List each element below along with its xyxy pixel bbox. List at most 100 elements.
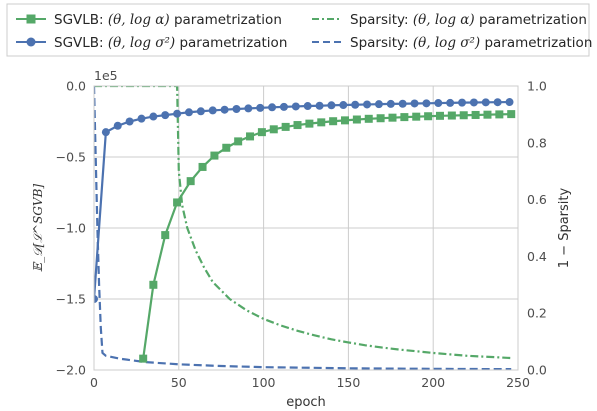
data-point-sgvlb-sigma: [351, 100, 360, 109]
data-point-sgvlb-alpha: [400, 113, 409, 122]
data-point-sgvlb-alpha: [507, 110, 516, 119]
svg-text:SGVLB: (θ, log α): SGVLB: (θ, log α) parametrization: [54, 12, 282, 28]
data-point-sgvlb-alpha: [139, 354, 148, 363]
data-point-sgvlb-sigma: [208, 106, 217, 115]
x-tick-label: 250: [506, 375, 530, 390]
data-point-sgvlb-alpha: [234, 137, 243, 146]
plot-frame: [93, 85, 519, 371]
legend-label-sgvlb-sigma-math: (θ, log σ²): [108, 35, 175, 51]
data-point-sgvlb-alpha: [341, 116, 350, 125]
data-point-sgvlb-sigma: [505, 98, 514, 107]
legend-label-sgvlb-alpha-suffix: parametrization: [174, 12, 282, 28]
legend-label-sparsity-sigma-math: (θ, log σ²): [413, 35, 480, 51]
legend-label-sparsity-alpha-suffix: parametrization: [479, 12, 587, 28]
data-point-sgvlb-sigma: [184, 108, 193, 117]
series-line-sgvlb-alpha: [142, 113, 512, 359]
data-point-sgvlb-alpha: [161, 231, 170, 240]
series-line-sparsity-alpha: [94, 86, 512, 360]
data-point-sgvlb-sigma: [244, 104, 253, 113]
data-point-sgvlb-sigma: [125, 117, 134, 126]
legend: SGVLB: (θ, log α) parametrization SGVLB:…: [6, 3, 592, 57]
data-point-sgvlb-alpha: [149, 280, 158, 289]
data-point-sgvlb-sigma: [220, 105, 229, 114]
legend-label-sparsity-sigma-suffix: parametrization: [484, 35, 592, 51]
legend-label-sgvlb-alpha-prefix: SGVLB:: [54, 12, 108, 28]
data-point-sgvlb-sigma: [446, 98, 455, 107]
legend-label-sparsity-alpha-math: (θ, log α): [413, 12, 475, 28]
data-point-sgvlb-alpha: [483, 110, 492, 119]
y-axis-right-label: 1 − Sparsity: [557, 187, 572, 268]
data-point-sgvlb-alpha: [459, 111, 468, 120]
data-point-sgvlb-alpha: [388, 113, 397, 122]
svg-text:SGVLB: (θ, log σ²): SGVLB: (θ, log σ²) parametrization: [54, 35, 287, 51]
data-point-sgvlb-sigma: [149, 112, 158, 121]
x-tick-label: 0: [90, 375, 98, 390]
data-point-sgvlb-sigma: [458, 98, 467, 107]
data-point-sgvlb-alpha: [222, 143, 231, 152]
legend-label-sgvlb-alpha-math: (θ, log α): [108, 12, 170, 28]
x-tick-label: 200: [421, 375, 445, 390]
data-point-sgvlb-sigma: [232, 105, 241, 114]
data-point-sgvlb-alpha: [246, 132, 255, 141]
legend-item-sgvlb-alpha: SGVLB: (θ, log α) parametrization: [16, 12, 282, 28]
data-point-sgvlb-sigma: [434, 99, 443, 108]
legend-item-sparsity-sigma: Sparsity: (θ, log σ²) parametrization: [312, 35, 592, 51]
data-point-sgvlb-alpha: [364, 114, 373, 123]
data-point-sgvlb-alpha: [257, 128, 266, 137]
x-tick-label: 100: [252, 375, 276, 390]
data-point-sgvlb-sigma: [315, 101, 324, 110]
y-right-tick-label: 0.2: [527, 306, 547, 321]
series-layer: [94, 86, 516, 370]
data-point-sgvlb-sigma: [256, 103, 265, 112]
data-point-sgvlb-alpha: [471, 110, 480, 119]
x-tick-label: 150: [336, 375, 360, 390]
data-point-sgvlb-alpha: [293, 121, 302, 130]
y-right-tick-label: 0.6: [527, 192, 547, 207]
data-point-sgvlb-sigma: [268, 103, 277, 112]
legend-label-sparsity-alpha-prefix: Sparsity:: [350, 12, 413, 28]
data-point-sgvlb-alpha: [447, 111, 456, 120]
legend-label-sgvlb-sigma-prefix: SGVLB:: [54, 35, 108, 51]
data-point-sgvlb-sigma: [196, 107, 205, 116]
data-point-sgvlb-alpha: [317, 118, 326, 127]
data-point-sgvlb-alpha: [269, 125, 278, 134]
data-point-sgvlb-alpha: [173, 198, 182, 207]
data-point-sgvlb-alpha: [435, 111, 444, 120]
data-point-sgvlb-sigma: [493, 98, 502, 107]
data-point-sgvlb-alpha: [210, 151, 219, 160]
data-point-sgvlb-alpha: [305, 119, 314, 128]
y-right-tick-label: 0.8: [527, 135, 547, 150]
data-point-sgvlb-sigma: [386, 99, 395, 108]
legend-frame: [6, 3, 590, 57]
y-right-tick-label: 0.0: [527, 363, 547, 378]
y-left-tick-label: 0.0: [66, 79, 86, 94]
y-left-tick-label: −1.5: [56, 292, 86, 307]
svg-text:Sparsity: (θ, log σ²): Sparsity: (θ, log σ²) parametrization: [350, 35, 592, 51]
data-point-sgvlb-alpha: [495, 110, 504, 119]
x-axis-label: epoch: [286, 395, 326, 410]
legend-marker-square: [26, 14, 36, 24]
data-point-sgvlb-sigma: [422, 99, 431, 108]
data-point-sgvlb-alpha: [376, 114, 385, 123]
legend-label-sparsity-sigma-prefix: Sparsity:: [350, 35, 413, 51]
data-point-sgvlb-sigma: [279, 102, 288, 111]
data-point-sgvlb-sigma: [161, 111, 170, 120]
offset-label: 1e5: [94, 68, 118, 83]
legend-item-sparsity-alpha: Sparsity: (θ, log α) parametrization: [312, 12, 587, 28]
data-point-sgvlb-sigma: [173, 109, 182, 118]
legend-label-sgvlb-sigma-suffix: parametrization: [179, 35, 287, 51]
data-point-sgvlb-sigma: [374, 100, 383, 109]
data-point-sgvlb-sigma: [303, 102, 312, 111]
data-point-sgvlb-alpha: [198, 162, 207, 171]
data-point-sgvlb-sigma: [101, 128, 110, 137]
x-tick-label: 50: [171, 375, 187, 390]
data-point-sgvlb-sigma: [481, 98, 490, 107]
legend-marker-circle: [26, 37, 36, 47]
data-point-sgvlb-sigma: [339, 101, 348, 110]
svg-text:Sparsity: (θ, log α): Sparsity: (θ, log α) parametrization: [350, 12, 587, 28]
data-point-sgvlb-alpha: [352, 115, 361, 124]
data-point-sgvlb-alpha: [412, 112, 421, 121]
grid: [93, 85, 519, 371]
